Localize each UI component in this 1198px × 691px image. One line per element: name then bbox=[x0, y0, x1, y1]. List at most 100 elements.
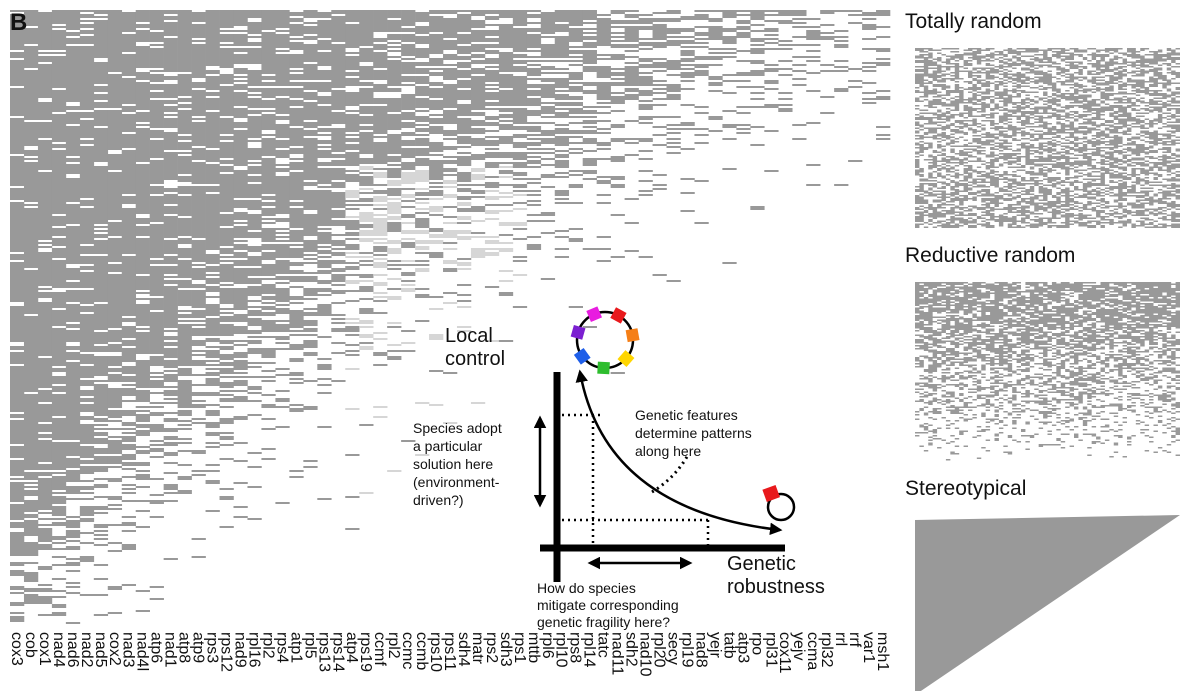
sim-cell bbox=[946, 60, 950, 62]
sim-cell bbox=[928, 393, 937, 395]
heat-cell bbox=[359, 198, 373, 202]
sim-cell bbox=[946, 368, 950, 370]
sim-cell bbox=[1039, 137, 1043, 139]
heat-cell bbox=[373, 106, 387, 134]
sim-cell bbox=[964, 144, 968, 146]
sim-cell bbox=[1154, 297, 1158, 299]
sim-cell bbox=[999, 365, 1003, 367]
heat-cell bbox=[220, 248, 234, 254]
sim-cell bbox=[942, 324, 951, 326]
heat-cell bbox=[150, 48, 164, 68]
sim-cell bbox=[1109, 162, 1118, 164]
sim-cell bbox=[1101, 98, 1110, 100]
heat-cell bbox=[345, 152, 359, 166]
sim-cell bbox=[1140, 405, 1144, 407]
sim-cell bbox=[1114, 416, 1118, 418]
sim-cell bbox=[1136, 423, 1140, 425]
sim-cell bbox=[1127, 147, 1131, 149]
sim-cell bbox=[1074, 368, 1096, 370]
heat-cell bbox=[261, 312, 275, 316]
sim-cell bbox=[981, 86, 990, 88]
heat-cell bbox=[164, 472, 178, 474]
heat-cell bbox=[415, 294, 429, 298]
sim-cell bbox=[1096, 51, 1100, 53]
heat-cell bbox=[289, 208, 303, 228]
sim-cell bbox=[1083, 186, 1092, 188]
heat-cell bbox=[108, 428, 122, 430]
sim-cell bbox=[1052, 98, 1056, 100]
heat-cell bbox=[429, 186, 443, 188]
heat-cell bbox=[164, 412, 178, 414]
heat-cell bbox=[80, 112, 94, 118]
sim-cell bbox=[1030, 174, 1048, 176]
sim-cell bbox=[1034, 216, 1038, 218]
sim-cell bbox=[1145, 383, 1149, 385]
heat-cell bbox=[373, 38, 387, 42]
sim-cell bbox=[1048, 339, 1052, 341]
sim-cell bbox=[1003, 395, 1007, 397]
sim-cell bbox=[972, 84, 976, 86]
sim-cell bbox=[928, 323, 932, 325]
sim-cell bbox=[1030, 81, 1052, 83]
heat-cell bbox=[471, 44, 485, 52]
sim-cell bbox=[981, 327, 985, 329]
heat-cell bbox=[122, 54, 136, 76]
heat-cell bbox=[38, 358, 52, 388]
heat-cell bbox=[233, 376, 247, 378]
sim-cell bbox=[977, 311, 1004, 313]
heat-cell bbox=[66, 582, 80, 584]
sim-cell bbox=[1158, 198, 1171, 200]
heat-cell bbox=[289, 230, 303, 242]
heat-cell bbox=[303, 340, 317, 348]
sim-cell bbox=[1048, 302, 1052, 304]
sim-cell bbox=[1008, 65, 1021, 67]
sim-cell bbox=[1118, 425, 1122, 427]
sim-cell bbox=[1083, 425, 1087, 427]
heat-cell bbox=[80, 14, 94, 18]
sim-cell bbox=[1008, 225, 1012, 227]
sim-cell bbox=[924, 429, 928, 431]
sim-cell bbox=[999, 422, 1003, 424]
sim-cell bbox=[1167, 90, 1171, 92]
sim-cell bbox=[968, 77, 972, 79]
sim-cell bbox=[1171, 51, 1175, 53]
sim-cell bbox=[995, 393, 999, 395]
sim-cell bbox=[1021, 179, 1025, 181]
sim-cell bbox=[1030, 135, 1034, 137]
sim-cell bbox=[1145, 141, 1158, 143]
sim-cell bbox=[1118, 86, 1127, 88]
heat-cell bbox=[289, 372, 303, 376]
heat-cell bbox=[834, 10, 848, 12]
sim-cell bbox=[1154, 380, 1163, 382]
sim-cell bbox=[1176, 113, 1180, 115]
heat-cell bbox=[164, 428, 178, 432]
sim-cell bbox=[937, 204, 955, 206]
sim-cell bbox=[915, 345, 928, 347]
sim-cell bbox=[942, 54, 946, 56]
heat-cell bbox=[499, 196, 513, 198]
sim-cell bbox=[950, 192, 959, 194]
sim-cell bbox=[1149, 204, 1153, 206]
heat-cell bbox=[178, 152, 192, 154]
sim-cell bbox=[1052, 213, 1061, 215]
sim-cell bbox=[1083, 339, 1114, 341]
sim-cell bbox=[924, 89, 928, 91]
heat-cell bbox=[247, 176, 261, 182]
sim-cell bbox=[1149, 168, 1153, 170]
sim-cell bbox=[1101, 101, 1105, 103]
sim-cell bbox=[955, 420, 959, 422]
sim-cell bbox=[1048, 129, 1079, 131]
heat-cell bbox=[639, 14, 653, 16]
heat-cell bbox=[122, 530, 136, 532]
sim-cell bbox=[977, 92, 990, 94]
sim-cell bbox=[950, 198, 977, 200]
sim-cell bbox=[1158, 330, 1162, 332]
sim-cell bbox=[1109, 356, 1113, 358]
sim-cell bbox=[1012, 417, 1021, 419]
sim-cell bbox=[933, 353, 946, 355]
heat-cell bbox=[457, 236, 471, 240]
sim-cell bbox=[1034, 138, 1052, 140]
sim-cell bbox=[964, 149, 977, 151]
sim-cell bbox=[1149, 150, 1158, 152]
sim-cell bbox=[1176, 282, 1180, 284]
